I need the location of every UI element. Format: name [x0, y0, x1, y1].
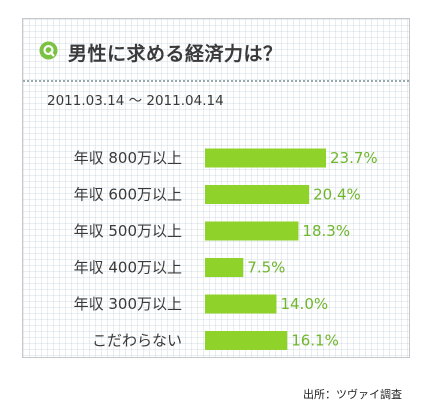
value-label: 16.1%: [291, 332, 339, 350]
category-label: 年収 800万以上: [74, 149, 182, 167]
q-badge-icon: [39, 41, 58, 60]
bar: [205, 221, 299, 241]
value-label: 20.4%: [313, 186, 361, 204]
bar: [205, 258, 244, 277]
bar: [205, 148, 326, 168]
survey-period: 2011.03.14 ～ 2011.04.14: [47, 93, 224, 109]
bar: [205, 294, 277, 314]
source-note: 出所：ツヴァイ調査: [303, 388, 402, 401]
value-label: 23.7%: [330, 149, 378, 167]
category-label: こだわらない: [92, 332, 182, 350]
bar: [205, 331, 288, 350]
category-label: 年収 400万以上: [74, 259, 182, 277]
category-label: 年収 500万以上: [74, 222, 182, 240]
title-divider: [23, 80, 409, 82]
category-label: 年収 300万以上: [74, 295, 182, 313]
chart-title: 男性に求める経済力は？: [68, 43, 283, 65]
value-label: 18.3%: [302, 222, 350, 240]
value-label: 14.0%: [280, 295, 328, 313]
bar: [205, 185, 310, 204]
category-label: 年収 600万以上: [74, 186, 182, 204]
value-label: 7.5%: [247, 259, 285, 277]
